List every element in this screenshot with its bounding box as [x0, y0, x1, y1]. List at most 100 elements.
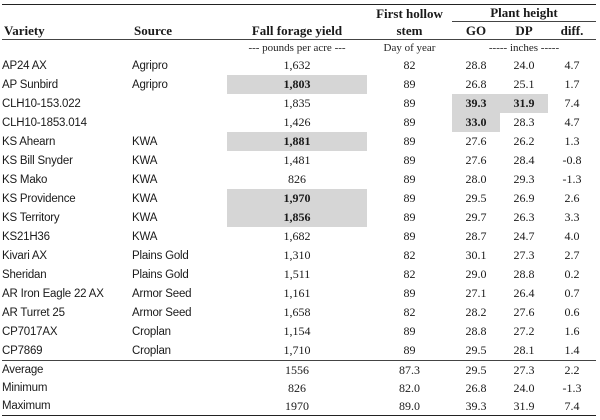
variety-cell: KS21H36	[2, 230, 50, 243]
yield-cell: 1,658	[283, 305, 311, 319]
hollow-cell: 89	[403, 77, 416, 91]
hollow-cell: 89	[403, 96, 416, 110]
table-row: CLH10-153.022 1,835 89 39.3 31.9 7.4	[2, 94, 596, 113]
table-row: CLH10-1853.014 1,426 89 33.0 28.3 4.7	[2, 113, 596, 132]
hollow-cell: 82	[403, 305, 416, 319]
summary-yield-cell: 826	[288, 380, 306, 395]
dp-cell: 26.9	[513, 191, 535, 205]
variety-cell: KS Mako	[2, 173, 48, 186]
header-dp: DP	[500, 21, 548, 40]
yield-cell: 1,970	[227, 189, 367, 208]
diff-cell: 3.3	[564, 210, 580, 224]
go-cell: 28.8	[465, 58, 487, 72]
hollow-cell: 89	[403, 286, 416, 300]
source-cell: Plains Gold	[132, 268, 189, 281]
summary-row: Average 1556 87.3 29.5 27.3 2.2	[2, 360, 596, 379]
table-row: KS Ahearn KWA 1,881 89 27.6 26.2 1.3	[2, 132, 596, 151]
go-cell: 28.2	[465, 305, 487, 319]
go-cell: 29.0	[465, 267, 487, 281]
dp-cell: 31.9	[500, 94, 548, 113]
hollow-cell: 82	[403, 267, 416, 281]
yield-cell: 1,710	[283, 343, 311, 357]
table-row: KS Bill Snyder KWA 1,481 89 27.6 28.4 -0.8	[2, 151, 596, 170]
hollow-cell: 89	[403, 172, 416, 186]
table-row: CP7017AX Croplan 1,154 89 28.8 27.2 1.6	[2, 322, 596, 341]
dp-cell: 26.4	[513, 286, 535, 300]
variety-cell: AR Turret 25	[2, 306, 65, 319]
summary-hollow-cell: 82.0	[399, 380, 420, 395]
source-cell	[132, 94, 227, 113]
units-height: ----- inches -----	[488, 42, 560, 54]
yield-cell: 1,154	[283, 324, 311, 338]
yield-cell: 1,632	[283, 58, 311, 72]
source-cell: Armor Seed	[132, 287, 192, 300]
source-cell: KWA	[132, 211, 158, 224]
yield-cell: 1,856	[227, 208, 367, 227]
variety-cell: AP24 AX	[2, 59, 47, 72]
diff-cell: 0.7	[564, 286, 580, 300]
hollow-cell: 89	[403, 134, 416, 148]
source-cell	[132, 113, 227, 132]
go-cell: 26.8	[465, 77, 487, 91]
summary-diff-cell: 7.4	[548, 397, 596, 416]
dp-cell: 27.6	[513, 305, 535, 319]
source-cell: KWA	[132, 173, 158, 186]
hollow-cell: 82	[403, 248, 416, 262]
summary-hollow-cell: 89.0	[367, 397, 452, 416]
table-row: Sheridan Plains Gold 1,511 82 29.0 28.8 0.2	[2, 265, 596, 284]
variety-cell: CP7017AX	[2, 325, 58, 338]
summary-dp-cell: 27.3	[500, 360, 548, 379]
diff-cell: -1.3	[562, 172, 582, 186]
diff-cell: 1.4	[564, 343, 580, 357]
diff-cell: 4.0	[564, 229, 580, 243]
summary-row: Minimum 826 82.0 26.8 24.0 -1.3	[2, 379, 596, 397]
dp-cell: 27.2	[513, 324, 535, 338]
go-cell: 39.3	[452, 94, 500, 113]
source-cell: KWA	[132, 192, 158, 205]
summary-diff-cell: -1.3	[562, 380, 582, 395]
source-cell: Armor Seed	[132, 306, 192, 319]
hollow-cell: 89	[403, 324, 416, 338]
go-cell: 27.1	[465, 286, 487, 300]
go-cell: 29.7	[465, 210, 487, 224]
yield-cell: 1,511	[283, 267, 311, 281]
go-cell: 28.8	[465, 324, 487, 338]
header-hollow-line1: First hollow	[367, 4, 452, 22]
summary-yield-cell: 1970	[227, 397, 367, 416]
yield-cell: 826	[288, 172, 306, 186]
source-cell: Croplan	[132, 325, 171, 338]
yield-cell: 1,161	[283, 286, 311, 300]
go-cell: 28.0	[465, 172, 487, 186]
table-row: KS Mako KWA 826 89 28.0 29.3 -1.3	[2, 170, 596, 189]
data-rows: AP24 AX Agripro 1,632 82 28.8 24.0 4.7 AP Sunbi…	[2, 56, 596, 361]
diff-cell: 0.6	[564, 305, 580, 319]
diff-cell: 4.7	[564, 115, 580, 129]
variety-cell: Kivari AX	[2, 249, 47, 262]
source-cell: Agripro	[132, 59, 168, 72]
yield-cell: 1,881	[227, 132, 367, 151]
go-cell: 27.6	[465, 134, 487, 148]
summary-diff-cell: 2.2	[548, 360, 596, 379]
dp-cell: 28.3	[513, 115, 535, 129]
diff-cell: 1.6	[564, 324, 580, 338]
variety-cell: CP7869	[2, 344, 43, 357]
table-row: KS21H36 KWA 1,682 89 28.7 24.7 4.0	[2, 227, 596, 246]
summary-go-cell: 39.3	[452, 397, 500, 416]
diff-cell: 2.7	[564, 248, 580, 262]
variety-cell: KS Ahearn	[2, 135, 56, 148]
header-go: GO	[452, 21, 500, 40]
yield-cell: 1,426	[283, 115, 311, 129]
summary-label: Minimum	[2, 382, 48, 394]
summary-rows: Average 1556 87.3 29.5 27.3 2.2 Minimum 826 82.0…	[2, 360, 596, 416]
header-plant-height: Plant height	[452, 4, 596, 22]
diff-cell: 0.2	[564, 267, 580, 281]
hollow-cell: 89	[403, 115, 416, 129]
yield-cell: 1,803	[227, 75, 367, 94]
source-cell: KWA	[132, 230, 158, 243]
table-row: KS Territory KWA 1,856 89 29.7 26.3 3.3	[2, 208, 596, 227]
dp-cell: 28.4	[513, 153, 535, 167]
variety-cell: KS Territory	[2, 211, 60, 224]
table-row: AP Sunbird Agripro 1,803 89 26.8 25.1 1.7	[2, 75, 596, 94]
header-diff: diff.	[548, 21, 596, 40]
forage-yield-table: First hollow Plant height Variety Source…	[2, 4, 596, 416]
